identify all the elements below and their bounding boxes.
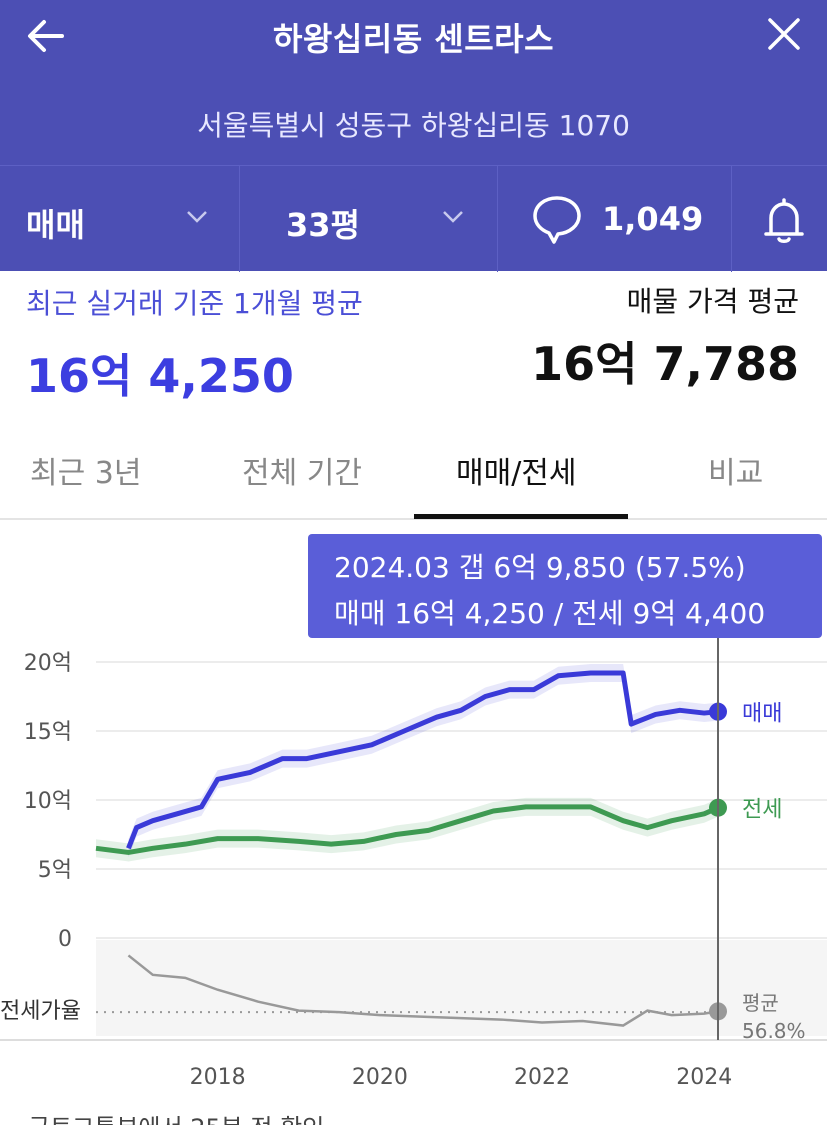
active-tab-indicator [414,514,628,519]
ratio-avg-value: 56.8% [742,1019,806,1043]
y-tick-label: 20억 [24,651,72,676]
chevron-down-icon [443,211,463,223]
period-tabs: 최근 3년 전체 기간 매매/전세 비교 [0,420,827,520]
listing-price-value: 16억 7,788 [531,337,799,391]
ratio-label: 전세가율 [0,999,81,1024]
y-tick-label: 10억 [24,789,72,814]
ratio-avg-label: 평균 [742,991,779,1015]
chart-tooltip: 2024.03 갭 6억 9,850 (57.5%) 매매 16억 4,250 … [308,534,822,638]
listing-price-label: 매물 가격 평균 [626,285,799,318]
chevron-down-icon [187,211,207,223]
y-tick-label: 15억 [24,720,72,745]
comment-count: 1,049 [602,200,704,238]
recent-price-label: 최근 실거래 기준 1개월 평균 [26,287,363,320]
alert-button[interactable] [732,166,827,272]
jeonse-end-label: 전세 [742,798,782,823]
tab-recent-3y[interactable]: 최근 3년 [30,456,142,491]
footer-hint: 국토교통부에서 25분 전 확인 [28,1108,324,1125]
x-tick-label: 2020 [352,1065,408,1090]
tooltip-gap-text: 2024.03 갭 6억 9,850 (57.5%) [334,551,746,584]
jeonse-ratio-line [127,954,719,1027]
x-tick-label: 2018 [190,1065,246,1090]
speech-bubble-icon [533,196,581,244]
tooltip-price-text: 매매 16억 4,250 / 전세 9억 4,400 [334,597,766,630]
jeonse-price-line [95,804,720,855]
filter-toolbar: 매매 33평 1,049 [0,165,827,272]
tab-sale-jeonse[interactable]: 매매/전세 [456,456,577,491]
x-tick-label: 2022 [514,1065,570,1090]
deal-type-select[interactable]: 매매 [0,166,240,272]
tab-all-period[interactable]: 전체 기간 [242,456,362,491]
size-select[interactable]: 33평 [240,166,498,272]
bell-icon [764,198,804,243]
close-icon[interactable] [760,10,808,58]
ratio-panel-bg [96,940,827,1036]
jeonse-range-band [96,797,718,862]
y-tick-label: 0 [58,927,72,952]
page-title: 하왕십리동 센트라스 [272,20,555,58]
recent-price-value: 16억 4,250 [26,349,294,403]
deal-type-label: 매매 [26,206,85,244]
app-header: 하왕십리동 센트라스 서울특별시 성동구 하왕십리동 1070 [0,0,827,165]
sale-price-line [126,670,719,850]
sale-end-label: 매매 [742,702,782,727]
tab-compare[interactable]: 비교 [708,456,764,491]
x-tick-label: 2024 [676,1065,732,1090]
comments-button[interactable]: 1,049 [498,166,732,272]
size-label: 33평 [286,206,360,244]
y-tick-label: 5억 [38,858,72,883]
back-arrow-icon[interactable] [22,12,70,60]
address-text: 서울특별시 성동구 하왕십리동 1070 [197,109,630,142]
